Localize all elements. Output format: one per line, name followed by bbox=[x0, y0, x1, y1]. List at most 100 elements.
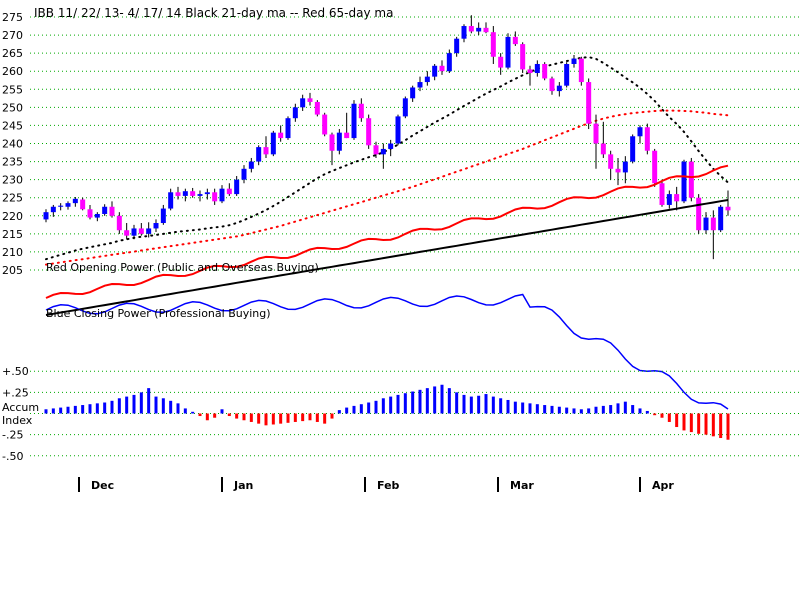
candle-body bbox=[234, 179, 240, 195]
candle-body bbox=[329, 134, 335, 151]
accum-bar bbox=[455, 392, 459, 414]
accum-bar bbox=[521, 402, 525, 414]
candle-body bbox=[204, 192, 210, 195]
candle-body bbox=[182, 191, 188, 196]
accum-bar bbox=[587, 408, 591, 414]
accum-bar bbox=[667, 413, 671, 422]
candle-body bbox=[212, 192, 218, 202]
candle-body bbox=[615, 168, 621, 173]
candle-body bbox=[520, 44, 526, 70]
accum-bar bbox=[506, 399, 510, 414]
candle-body bbox=[153, 223, 159, 229]
price-tick-label: 245 bbox=[2, 119, 23, 132]
candle-body bbox=[373, 145, 379, 155]
candle-body bbox=[454, 38, 460, 54]
accum-bar bbox=[264, 413, 268, 426]
accum-bar bbox=[499, 398, 503, 414]
accum-bar bbox=[132, 394, 136, 414]
price-tick-label: 260 bbox=[2, 65, 23, 78]
accum-bar bbox=[447, 388, 451, 414]
accum-bar bbox=[117, 398, 121, 414]
accum-bar bbox=[403, 393, 407, 414]
candle-body bbox=[285, 118, 291, 139]
candle-body bbox=[168, 192, 174, 209]
candle-body bbox=[131, 228, 137, 236]
accum-bar bbox=[345, 407, 349, 414]
accum-bar bbox=[308, 413, 312, 421]
opening-power-line bbox=[45, 164, 729, 299]
accum-bar bbox=[73, 405, 77, 414]
accum-bar bbox=[711, 413, 715, 437]
accum-bar bbox=[594, 406, 598, 414]
accum-bar bbox=[704, 413, 708, 435]
candle-body bbox=[226, 188, 232, 195]
accum-bar bbox=[462, 394, 466, 414]
price-tick-label: 270 bbox=[2, 29, 23, 42]
price-candles bbox=[43, 15, 731, 260]
candle-body bbox=[87, 209, 93, 218]
accum-bar bbox=[623, 401, 627, 414]
candle-body bbox=[564, 63, 570, 86]
accum-bar bbox=[543, 405, 547, 414]
candle-body bbox=[263, 147, 269, 155]
candle-body bbox=[725, 206, 731, 211]
accum-bar bbox=[51, 408, 55, 414]
accum-bar bbox=[139, 392, 143, 414]
candle-body bbox=[138, 228, 144, 234]
accum-bar bbox=[631, 405, 635, 414]
candle-body bbox=[578, 58, 584, 83]
candle-body bbox=[637, 127, 643, 137]
accum-bar bbox=[286, 413, 290, 423]
month-label: Jan bbox=[233, 479, 253, 492]
candle-body bbox=[446, 53, 452, 72]
accum-bar bbox=[440, 384, 444, 414]
accum-bar bbox=[374, 400, 378, 414]
candle-body bbox=[395, 116, 401, 144]
accum-bar bbox=[103, 402, 107, 414]
accum-bar bbox=[396, 394, 400, 414]
candle-body bbox=[124, 230, 130, 236]
price-tick-label: 230 bbox=[2, 174, 23, 187]
candle-body bbox=[410, 87, 416, 99]
accum-bar bbox=[484, 394, 488, 414]
candle-body bbox=[219, 188, 225, 202]
candle-body bbox=[534, 63, 540, 74]
accum-bar bbox=[675, 413, 679, 428]
accum-bar bbox=[220, 409, 224, 414]
candle-body bbox=[468, 26, 474, 32]
price-tick-label: 225 bbox=[2, 192, 23, 205]
price-tick-label: 235 bbox=[2, 156, 23, 169]
candle-body bbox=[527, 69, 533, 74]
candle-body bbox=[190, 191, 196, 196]
accum-bar bbox=[697, 413, 701, 434]
candle-body bbox=[160, 208, 166, 224]
accum-bar bbox=[191, 411, 195, 414]
price-tick-label: 220 bbox=[2, 210, 23, 223]
accum-bar bbox=[271, 413, 275, 425]
month-label: Apr bbox=[652, 479, 674, 492]
candle-body bbox=[307, 98, 313, 102]
moving-averages bbox=[45, 56, 729, 266]
accum-label: Accum bbox=[2, 401, 39, 414]
candle-body bbox=[600, 143, 606, 155]
candle-body bbox=[300, 98, 306, 108]
accum-bar bbox=[425, 388, 429, 414]
accum-bar bbox=[242, 413, 246, 421]
candle-body bbox=[65, 203, 71, 207]
candle-body bbox=[94, 213, 100, 218]
candle-body bbox=[644, 127, 650, 151]
closing-power-line bbox=[45, 293, 729, 410]
candle-body bbox=[483, 27, 489, 33]
accum-bar bbox=[66, 406, 70, 414]
candle-body bbox=[72, 198, 78, 204]
candle-body bbox=[688, 161, 694, 198]
accum-axis: +.50 +.25 -.25 -.50 bbox=[2, 365, 29, 463]
candle-body bbox=[710, 217, 716, 231]
accum-bar bbox=[682, 413, 686, 431]
accum-bar bbox=[381, 398, 385, 414]
accum-bar bbox=[653, 413, 657, 416]
month-axis: Dec Jan Feb Mar Apr bbox=[78, 477, 674, 492]
candle-body bbox=[102, 206, 108, 214]
accum-bar bbox=[418, 389, 422, 414]
